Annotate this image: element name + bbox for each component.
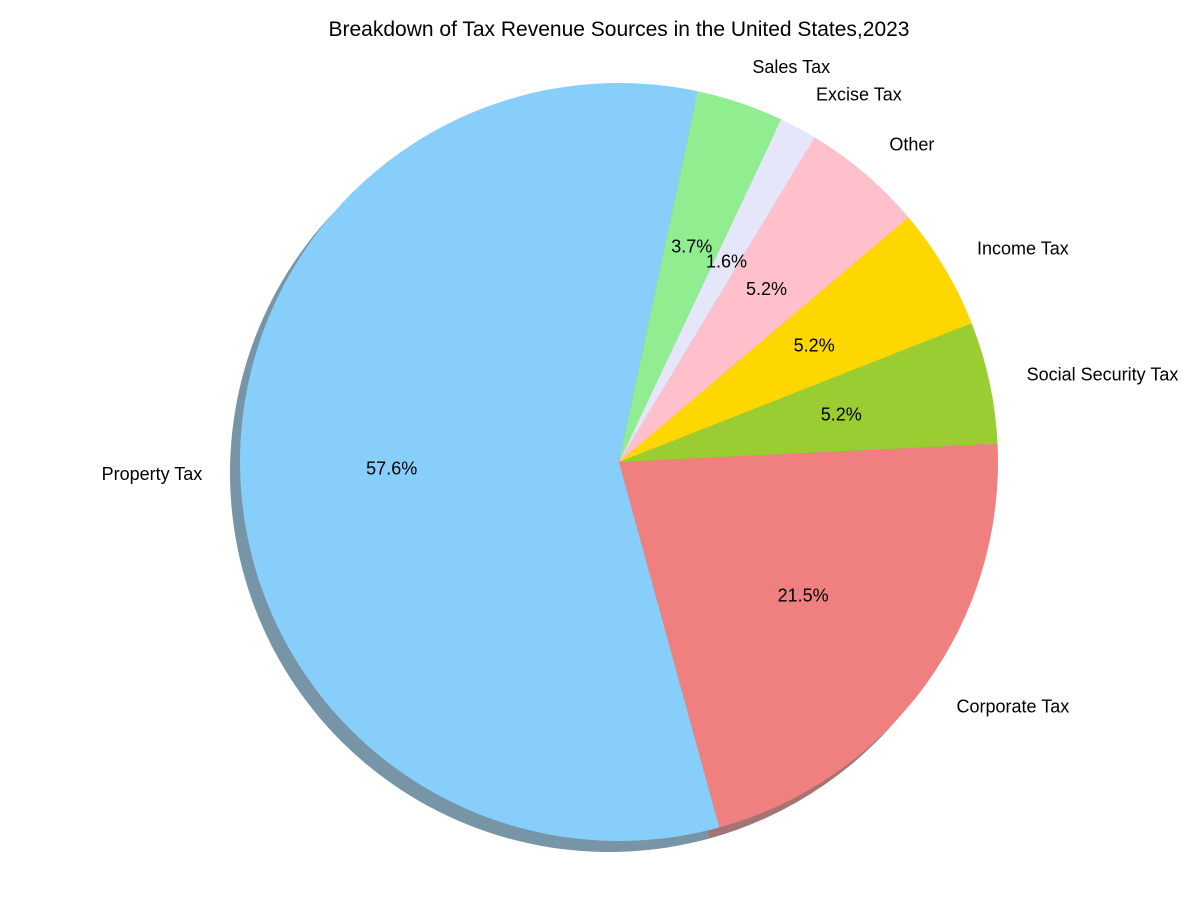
slice-label-income-tax: Income Tax <box>977 238 1069 258</box>
pie-slice-income-tax <box>619 217 972 462</box>
pct-label-property-tax: 57.6% <box>366 459 417 479</box>
pct-label-social-security-tax: 5.2% <box>821 404 862 424</box>
pie-slice-property-tax <box>239 82 720 841</box>
pie-slice-other <box>619 137 909 462</box>
pie-slice-excise-tax <box>619 119 815 462</box>
pct-label-income-tax: 5.2% <box>794 335 835 355</box>
pct-label-corporate-tax: 21.5% <box>778 586 829 606</box>
slice-label-other: Other <box>889 135 934 155</box>
slice-label-property-tax: Property Tax <box>102 464 203 484</box>
pie-slices <box>239 82 998 841</box>
pct-label-sales-tax: 3.7% <box>671 237 712 257</box>
pie-slice-sales-tax <box>619 91 782 462</box>
pct-label-excise-tax: 1.6% <box>706 252 747 272</box>
pie-labels: Property Tax 57.6% Corporate Tax 21.5% Socia… <box>102 57 1179 717</box>
pie-slice-corporate-tax <box>619 443 998 828</box>
slice-label-sales-tax: Sales Tax <box>752 57 830 77</box>
slice-label-excise-tax: Excise Tax <box>816 85 902 105</box>
slice-label-corporate-tax: Corporate Tax <box>957 697 1070 717</box>
chart-title: Breakdown of Tax Revenue Sources in the … <box>329 18 910 41</box>
pie-slice-social-security-tax <box>619 323 998 462</box>
pct-label-other: 5.2% <box>746 279 787 299</box>
slice-label-social-security-tax: Social Security Tax <box>1027 365 1179 385</box>
